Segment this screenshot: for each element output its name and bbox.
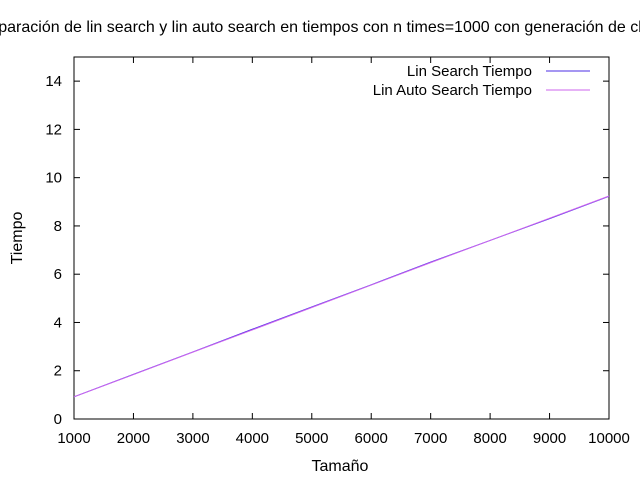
y-tick-label: 10	[45, 170, 62, 187]
x-tick-label: 1000	[57, 430, 90, 447]
x-tick-label: 7000	[414, 430, 447, 447]
x-tick-label: 6000	[355, 430, 388, 447]
x-axis-label: Tamaño	[312, 458, 369, 475]
y-tick-label: 0	[54, 411, 62, 428]
x-tick-label: 4000	[236, 430, 269, 447]
x-tick-label: 9000	[533, 430, 566, 447]
y-axis-label: Tiempo	[9, 212, 26, 265]
legend: Lin Search Tiempo Lin Auto Search Tiempo	[373, 63, 590, 99]
x-tick-label: 5000	[295, 430, 328, 447]
series-lines	[73, 195, 610, 398]
y-tick-label: 6	[54, 266, 62, 283]
x-tick-label: 10000	[588, 430, 630, 447]
x-tick-label: 3000	[176, 430, 209, 447]
legend-label-1: Lin Search Tiempo	[407, 63, 532, 80]
legend-label-2: Lin Auto Search Tiempo	[373, 82, 532, 99]
x-tick-label: 8000	[473, 430, 506, 447]
x-tick-label: 2000	[117, 430, 150, 447]
chart-title: Comparación de lin search y lin auto sea…	[0, 19, 640, 36]
y-tick-label: 2	[54, 363, 62, 380]
y-tick-label: 8	[54, 218, 62, 235]
y-tick-label: 12	[45, 121, 62, 138]
axis-ticks: 1000 2000 3000 4000 5000 6000 7000 8000 9000 1000…	[45, 57, 630, 447]
plot-frame	[73, 56, 610, 420]
series-line-2	[73, 195, 610, 398]
y-tick-label: 14	[45, 73, 62, 90]
y-tick-label: 4	[54, 314, 62, 331]
